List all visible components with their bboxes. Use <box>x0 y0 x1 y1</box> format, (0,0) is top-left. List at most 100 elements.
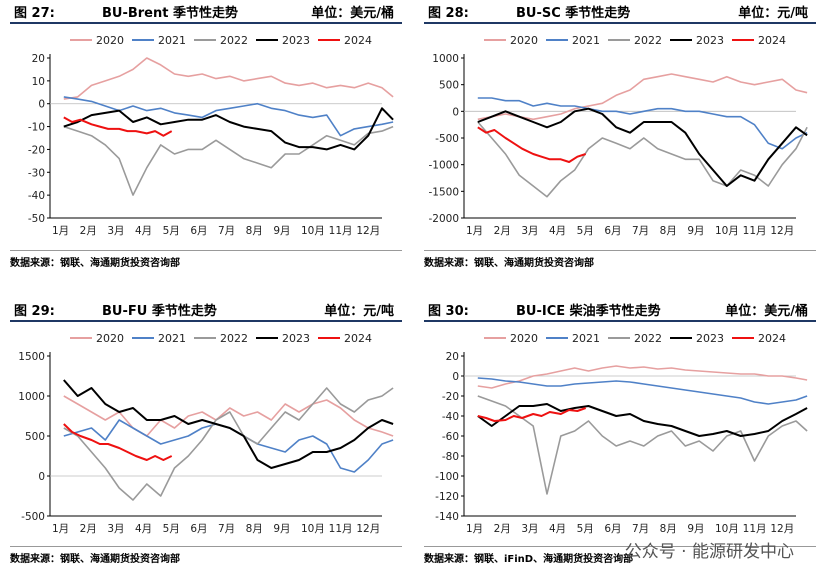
y-tick-label: 20 <box>32 53 45 65</box>
x-tick-label: 8月 <box>660 523 677 535</box>
panel-header: 图 30: BU-ICE 柴油季节性走势 单位：美元/桶 <box>424 298 816 322</box>
panel-header: 图 28: BU-SC 季节性走势 单位：元/吨 <box>424 0 816 24</box>
x-tick-label: 4月 <box>135 523 152 535</box>
x-tick-label: 6月 <box>604 523 621 535</box>
x-tick-label: 3月 <box>521 523 538 535</box>
chart-title: BU-ICE 柴油季节性走势 <box>516 304 661 319</box>
legend-label-2024: 2024 <box>758 332 786 345</box>
series-line-2020 <box>477 365 808 389</box>
chart-svg: 2020 2021 2022 2023 2024 -2000 -1500 -1000 -500 0… <box>428 34 808 237</box>
x-tick-label: 11月 <box>743 225 767 237</box>
y-tick-label: -20 <box>442 391 459 403</box>
series-line-2021 <box>477 377 808 405</box>
x-tick-label: 10月 <box>301 225 325 237</box>
y-tick-label: -1000 <box>428 160 459 172</box>
series-line-2024 <box>477 126 587 163</box>
x-tick-label: 1月 <box>52 523 69 535</box>
x-tick-label: 7月 <box>632 225 649 237</box>
y-tick-label: 0 <box>452 371 459 383</box>
unit-label: 单位：美元/桶 <box>725 304 808 319</box>
y-tick-label: 1000 <box>18 391 45 403</box>
legend-label-2021: 2021 <box>158 34 186 47</box>
y-tick-label: -2000 <box>428 213 459 225</box>
series-line-2022 <box>477 121 808 198</box>
y-tick-label: -1500 <box>428 186 459 198</box>
series-line-2024 <box>63 423 173 461</box>
series-line-2023 <box>63 379 394 469</box>
y-tick-label: -120 <box>435 491 459 503</box>
y-tick-label: 0 <box>452 106 459 118</box>
x-tick-label: 10月 <box>715 523 739 535</box>
x-tick-label: 2月 <box>80 523 97 535</box>
y-tick-label: -60 <box>442 431 459 443</box>
x-tick-label: 11月 <box>329 225 353 237</box>
chart-title: BU-FU 季节性走势 <box>102 304 217 319</box>
x-tick-label: 9月 <box>687 225 704 237</box>
unit-label: 单位：元/吨 <box>324 304 394 319</box>
x-tick-label: 2月 <box>494 225 511 237</box>
x-tick-label: 5月 <box>163 225 180 237</box>
y-tick-label: -100 <box>435 471 459 483</box>
unit-label: 单位：元/吨 <box>738 6 808 21</box>
figure-number: 图 27: <box>14 6 55 21</box>
y-tick-label: -10 <box>28 122 45 134</box>
y-tick-label: 500 <box>439 80 459 92</box>
chart-title: BU-Brent 季节性走势 <box>102 6 238 21</box>
x-tick-label: 3月 <box>521 225 538 237</box>
chart-panel-28: 图 28: BU-SC 季节性走势 单位：元/吨 2020 2021 2022 202… <box>424 0 816 272</box>
series-line-2020 <box>477 73 808 121</box>
y-tick-label: -80 <box>442 451 459 463</box>
legend-label-2020: 2020 <box>510 332 538 345</box>
x-tick-label: 11月 <box>329 523 353 535</box>
chart-title: BU-SC 季节性走势 <box>516 6 631 21</box>
chart-svg: 2020 2021 2022 2023 2024 -50 -40 -30 -20 -10 0 10 20… <box>28 34 394 237</box>
panel-header: 图 29: BU-FU 季节性走势 单位：元/吨 <box>10 298 402 322</box>
chart-panel-29: 图 29: BU-FU 季节性走势 单位：元/吨 2020 2021 2022 202… <box>10 298 402 570</box>
figure-number: 图 28: <box>428 6 469 21</box>
y-tick-label: -50 <box>28 213 45 225</box>
series-line-2022 <box>477 395 808 495</box>
x-tick-label: 3月 <box>107 523 124 535</box>
series-line-2024 <box>477 407 587 422</box>
chart-panel-27: 图 27: BU-Brent 季节性走势 单位：美元/桶 2020 2021 202… <box>10 0 402 272</box>
legend-label-2021: 2021 <box>572 332 600 345</box>
legend-label-2021: 2021 <box>158 332 186 345</box>
x-tick-label: 4月 <box>549 225 566 237</box>
legend-label-2023: 2023 <box>282 332 310 345</box>
legend-label-2022: 2022 <box>634 34 662 47</box>
x-tick-label: 7月 <box>632 523 649 535</box>
x-tick-label: 4月 <box>549 523 566 535</box>
x-tick-label: 6月 <box>190 523 207 535</box>
x-tick-label: 6月 <box>190 225 207 237</box>
legend-label-2024: 2024 <box>344 34 372 47</box>
legend-label-2020: 2020 <box>96 34 124 47</box>
y-tick-label: -30 <box>28 167 45 179</box>
series-line-2023 <box>477 107 808 187</box>
y-tick-label: 20 <box>446 351 459 363</box>
x-tick-label: 12月 <box>770 225 794 237</box>
series-line-2020 <box>63 57 394 100</box>
x-tick-label: 12月 <box>356 523 380 535</box>
chart-svg: 2020 2021 2022 2023 2024 -500 0 500 1000 1500 1月 2月… <box>18 332 394 535</box>
legend-label-2023: 2023 <box>696 34 724 47</box>
x-tick-label: 8月 <box>660 225 677 237</box>
legend-label-2023: 2023 <box>282 34 310 47</box>
x-tick-label: 7月 <box>218 523 235 535</box>
y-tick-label: -140 <box>435 511 459 523</box>
x-tick-label: 6月 <box>604 225 621 237</box>
x-tick-label: 1月 <box>466 523 483 535</box>
x-tick-label: 10月 <box>715 225 739 237</box>
panel-header: 图 27: BU-Brent 季节性走势 单位：美元/桶 <box>10 0 402 24</box>
series-line-2021 <box>477 97 808 150</box>
x-tick-label: 3月 <box>107 225 124 237</box>
legend-label-2024: 2024 <box>758 34 786 47</box>
legend-label-2021: 2021 <box>572 34 600 47</box>
x-tick-label: 11月 <box>743 523 767 535</box>
legend-label-2023: 2023 <box>696 332 724 345</box>
y-tick-label: 0 <box>38 99 45 111</box>
x-tick-label: 1月 <box>52 225 69 237</box>
figure-number: 图 29: <box>14 304 55 319</box>
y-tick-label: 10 <box>32 76 45 88</box>
y-tick-label: -20 <box>28 144 45 156</box>
x-tick-label: 1月 <box>466 225 483 237</box>
